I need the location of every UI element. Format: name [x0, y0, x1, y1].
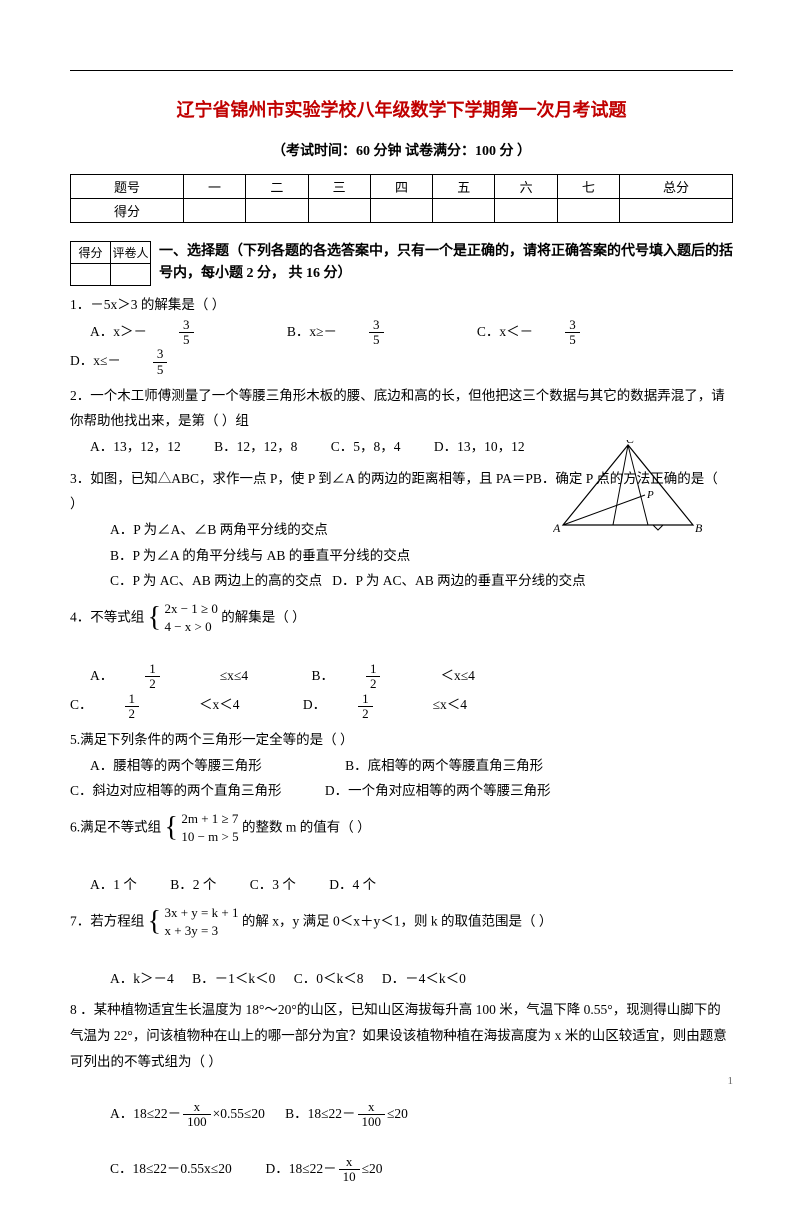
- exam-subtitle: （考试时间：60 分钟 试卷满分：100 分 ）: [70, 140, 733, 160]
- vertex-b: B: [695, 521, 703, 535]
- question-8: 8 ．某种植物适宜生长温度为 18°～20°的山区，已知山区海拔每升高 100 …: [70, 997, 733, 1184]
- col-label: 题号: [71, 175, 184, 199]
- page-number: 1: [728, 1075, 734, 1087]
- vertex-a: A: [553, 521, 561, 535]
- point-p: P: [646, 489, 654, 501]
- row-label: 得分: [71, 199, 184, 223]
- question-4: 4．不等式组 { 2x − 1 ≥ 04 − x > 0 的解集是（ ） A．1…: [70, 600, 733, 721]
- top-rule: [70, 70, 733, 71]
- vertex-c: C: [626, 440, 635, 446]
- question-5: 5.满足下列条件的两个三角形一定全等的是（ ） A．腰相等的两个等腰三角形 B．…: [70, 727, 733, 804]
- score-table: 题号 一 二 三 四 五 六 七 总分 得分: [70, 174, 733, 223]
- grader-table: 得分评卷人: [70, 241, 151, 286]
- table-row: 得分: [71, 199, 733, 223]
- question-1: 1．－5x＞3 的解集是（ ） A．x＞－35 B．x≥－35 C．x＜－35 …: [70, 292, 733, 377]
- section-1-title: 一、选择题（下列各题的各选答案中，只有一个是正确的，请将正确答案的代号填入题后的…: [70, 241, 733, 286]
- question-7: 7．若方程组 { 3x + y = k + 1x + 3y = 3 的解 x，y…: [70, 904, 733, 992]
- triangle-figure: C A B P: [553, 440, 703, 535]
- table-row: 题号 一 二 三 四 五 六 七 总分: [71, 175, 733, 199]
- question-6: 6.满足不等式组 { 2m + 1 ≥ 710 − m > 5 的整数 m 的值…: [70, 810, 733, 898]
- exam-title: 辽宁省锦州市实验学校八年级数学下学期第一次月考试题: [70, 96, 733, 122]
